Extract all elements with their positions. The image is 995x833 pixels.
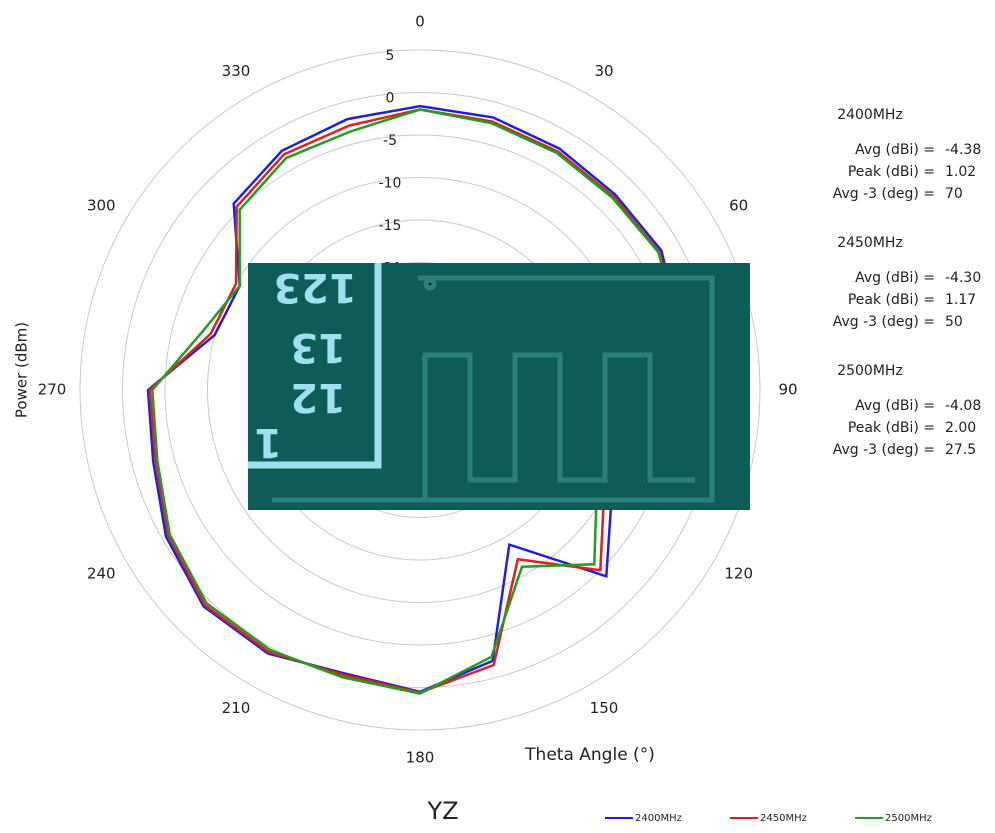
annotation-value: 1.17	[945, 292, 976, 308]
theta-tick-label: 270	[38, 381, 67, 399]
r-tick-label: -5	[383, 133, 397, 149]
theta-tick-label: 90	[778, 381, 797, 399]
r-tick-label: -15	[379, 218, 402, 234]
theta-tick-label: 0	[415, 13, 425, 31]
theta-tick-label: 300	[87, 197, 116, 215]
annotation-label: Peak (dBi) =	[848, 420, 935, 436]
annotation-value: -4.38	[945, 142, 981, 158]
annotations: 2400MHz Avg (dBi) = -4.38 Peak (dBi) = 1.02 A…	[833, 107, 982, 458]
chart-title: YZ	[426, 797, 458, 825]
annotation-value: 70	[945, 186, 963, 202]
annotation-title: 2500MHz	[837, 363, 903, 379]
theta-tick-label: 60	[729, 197, 748, 215]
legend: 2400MHz 2450MHz 2500MHz	[605, 813, 932, 824]
annotation-value: -4.30	[945, 270, 981, 286]
r-tick-label: 0	[386, 91, 395, 107]
annotation-label: Avg (dBi) =	[855, 398, 935, 414]
theta-tick-label: 30	[594, 62, 613, 80]
legend-label: 2400MHz	[635, 813, 682, 824]
photo-label: 123	[273, 264, 357, 310]
annotation-label: Avg -3 (deg) =	[833, 186, 935, 202]
theta-tick-label: 240	[87, 565, 116, 583]
annotation-title: 2400MHz	[837, 107, 903, 123]
photo-label: 1	[254, 419, 282, 465]
annotation-value: 2.00	[945, 420, 976, 436]
theta-tick-label: 150	[590, 699, 619, 717]
r-tick-label: -10	[379, 176, 402, 192]
annotation-title: 2450MHz	[837, 235, 903, 251]
photo-label: 12	[290, 374, 346, 420]
theta-tick-label: 210	[222, 699, 251, 717]
annotation-label: Peak (dBi) =	[848, 292, 935, 308]
legend-label: 2500MHz	[885, 813, 932, 824]
pcb-board	[248, 263, 750, 510]
theta-tick-label: 120	[724, 565, 753, 583]
annotation-label: Avg -3 (deg) =	[833, 314, 935, 330]
annotation-label: Avg -3 (deg) =	[833, 442, 935, 458]
r-tick-label: 5	[386, 48, 395, 64]
legend-label: 2450MHz	[760, 813, 807, 824]
annotation-label: Avg (dBi) =	[855, 270, 935, 286]
photo-label: 13	[290, 324, 346, 370]
annotation-label: Avg (dBi) =	[855, 142, 935, 158]
theta-tick-label: 330	[222, 62, 251, 80]
annotation-value: 1.02	[945, 164, 976, 180]
antenna-trace	[272, 275, 715, 503]
annotation-value: 27.5	[945, 442, 976, 458]
annotation-value: -4.08	[945, 398, 981, 414]
theta-axis-label: Theta Angle (°)	[524, 745, 655, 765]
silkscreen-box	[248, 263, 382, 469]
theta-tick-label: 180	[406, 749, 435, 767]
r-axis-label: Power (dBm)	[13, 322, 31, 418]
series-line	[151, 108, 678, 695]
annotation-label: Peak (dBi) =	[848, 164, 935, 180]
series-lines	[146, 104, 680, 695]
grid-ring	[79, 49, 761, 731]
annotation-value: 50	[945, 314, 963, 330]
